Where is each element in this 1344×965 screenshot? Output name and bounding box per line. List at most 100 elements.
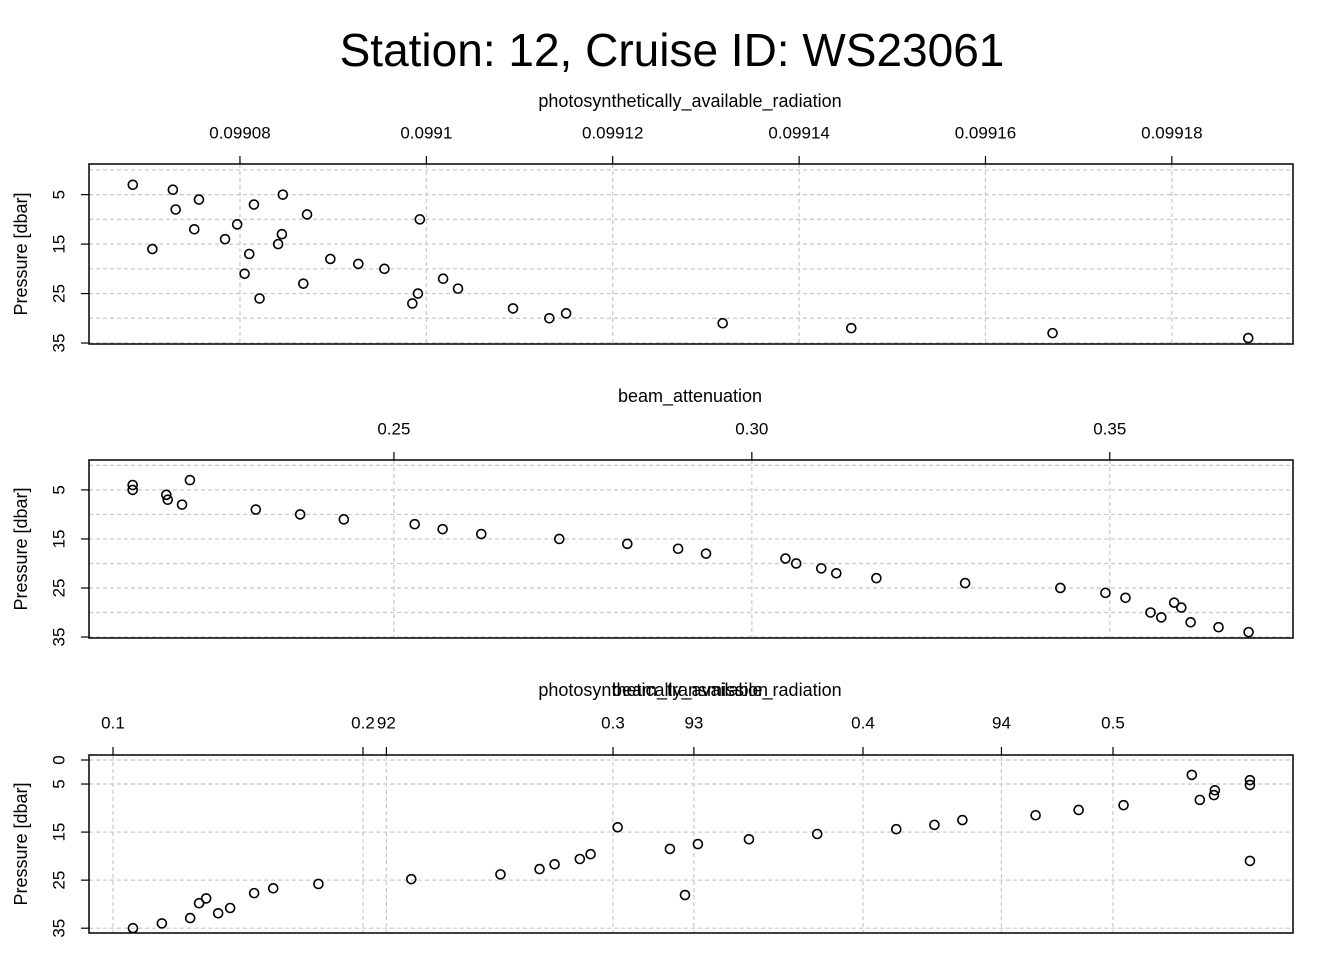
point — [1047, 327, 1058, 339]
point — [437, 523, 448, 535]
point — [405, 873, 417, 885]
point — [127, 479, 138, 491]
x-axis-label: beam_attenuation — [618, 386, 762, 407]
point — [1209, 784, 1221, 796]
point — [212, 907, 224, 919]
point — [379, 263, 390, 275]
point — [301, 209, 313, 220]
point — [549, 858, 560, 870]
point — [1155, 612, 1167, 623]
point — [1073, 804, 1084, 816]
y-axis-label: Pressure [dbar] — [11, 782, 31, 905]
point — [1118, 799, 1129, 811]
y-tick-label: 35 — [49, 334, 68, 353]
point — [811, 828, 823, 840]
y-axis-label: Pressure [dbar] — [11, 192, 31, 315]
x-axis-label: photosynthetically_available_radiation — [538, 680, 841, 701]
point — [692, 838, 704, 850]
point — [574, 853, 586, 865]
point — [585, 848, 596, 860]
point — [612, 821, 623, 833]
point — [167, 184, 179, 196]
point — [1120, 592, 1131, 604]
point — [127, 484, 138, 496]
point — [871, 572, 882, 584]
x-tick-label: 0.4 — [851, 713, 875, 732]
y-tick-label: 15 — [49, 235, 68, 254]
point — [452, 283, 464, 294]
point — [272, 238, 284, 250]
point — [200, 893, 212, 904]
x-tick-label: 0.25 — [377, 419, 410, 438]
point — [338, 514, 350, 525]
point — [1176, 602, 1187, 613]
x-tick-label: 0.1 — [101, 713, 125, 732]
point — [553, 533, 565, 545]
point — [176, 499, 188, 510]
point — [507, 303, 519, 314]
point — [929, 819, 940, 831]
x2-axis-label: beam_transmission — [612, 680, 768, 701]
point — [959, 577, 971, 589]
y-tick-label: 35 — [49, 628, 68, 647]
point — [437, 273, 449, 285]
chart-title: Station: 12, Cruise ID: WS23061 — [340, 24, 1005, 76]
point — [239, 268, 250, 280]
point — [790, 558, 802, 569]
point — [407, 298, 418, 309]
point — [219, 233, 231, 245]
point — [845, 322, 857, 334]
point — [147, 243, 158, 255]
point — [1168, 597, 1180, 608]
point — [254, 293, 265, 304]
point — [957, 814, 968, 826]
y-axis-label: Pressure [dbar] — [11, 487, 31, 610]
point — [1100, 587, 1111, 599]
point — [231, 219, 243, 230]
point — [890, 823, 902, 835]
point — [664, 843, 676, 855]
point — [277, 189, 289, 200]
point — [743, 833, 755, 845]
x-tick-label: 92 — [377, 713, 396, 732]
x-tick-label: 0.09912 — [582, 123, 643, 142]
point — [414, 214, 426, 225]
y-tick-label: 5 — [49, 485, 68, 494]
point — [700, 548, 712, 559]
y-tick-label: 5 — [49, 779, 68, 788]
point — [193, 194, 205, 205]
point — [250, 504, 262, 515]
point — [1185, 617, 1196, 628]
point — [560, 308, 572, 319]
point — [672, 543, 684, 555]
point — [248, 887, 260, 899]
point — [1242, 332, 1254, 344]
y-tick-label: 15 — [49, 529, 68, 548]
x-tick-label: 93 — [684, 713, 703, 732]
point — [1055, 582, 1066, 594]
x-tick-label: 0.30 — [735, 419, 768, 438]
point — [717, 317, 728, 329]
point — [224, 902, 236, 914]
plot-frame — [88, 754, 1294, 934]
x-tick-label: 0.09918 — [1141, 123, 1202, 142]
point — [170, 204, 181, 215]
x-tick-label: 0.5 — [1101, 713, 1125, 732]
point — [1145, 607, 1156, 618]
point — [1194, 794, 1206, 806]
point — [1186, 769, 1198, 781]
point — [1213, 621, 1224, 633]
point — [248, 199, 260, 210]
point — [544, 312, 555, 324]
y-tick-label: 15 — [49, 823, 68, 842]
point — [161, 489, 172, 501]
x-tick-label: 0.09908 — [209, 123, 270, 142]
x-tick-label: 0.0991 — [400, 123, 452, 142]
plot-frame — [88, 163, 1294, 345]
x-tick-label: 0.09914 — [768, 123, 829, 142]
y-tick-label: 25 — [49, 284, 68, 303]
x-tick-label: 0.3 — [601, 713, 625, 732]
point — [534, 863, 545, 875]
point — [412, 288, 424, 299]
x-tick-label: 0.35 — [1093, 419, 1126, 438]
